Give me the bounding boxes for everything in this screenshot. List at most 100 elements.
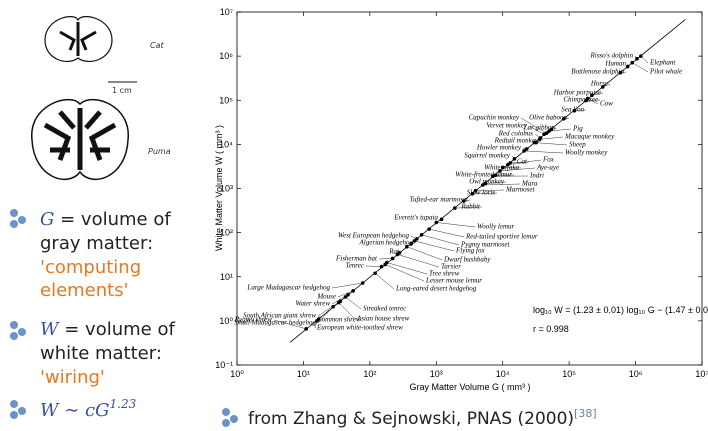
- point: [361, 281, 365, 285]
- annotation: r = 0.998: [533, 324, 569, 334]
- leader-line: [407, 247, 442, 260]
- x-tick-label: 10³: [430, 369, 443, 379]
- x-tick-label: 10²: [363, 369, 376, 379]
- point: [351, 289, 355, 293]
- y-tick-label: 10¹: [220, 272, 233, 282]
- highlight-text: 'computing: [40, 257, 141, 278]
- species-label: Owl monkey: [469, 178, 505, 186]
- formula: W ∼ cG1.23: [40, 397, 137, 421]
- x-tick-label: 10⁷: [695, 369, 708, 379]
- point: [331, 305, 335, 309]
- point: [304, 327, 308, 331]
- leader-line: [415, 241, 454, 251]
- highlight-text: elements': [40, 280, 129, 301]
- point: [542, 132, 546, 136]
- point: [453, 206, 457, 210]
- species-label: Lesser mouse lemur: [425, 277, 482, 285]
- bullet-text: = volume of: [60, 209, 171, 230]
- leader-line: [524, 151, 563, 153]
- point: [344, 295, 348, 299]
- point: [538, 138, 542, 142]
- y-tick-label: 10⁻¹: [215, 360, 233, 370]
- species-label: Long-eared desert hedgehog: [395, 285, 477, 293]
- species-label: Capuchin monkey: [469, 114, 520, 122]
- footer-ref: [38]: [574, 407, 597, 420]
- species-label: Horse: [590, 80, 608, 88]
- formula-exponent: 1.23: [110, 397, 137, 411]
- leader-line: [379, 258, 393, 259]
- species-label: Elephant: [649, 59, 676, 67]
- y-tick-label: 10³: [220, 184, 233, 194]
- bullet-text: = volume of: [64, 319, 175, 340]
- x-tick-label: 10⁰: [230, 369, 244, 379]
- point: [434, 221, 438, 225]
- point: [626, 65, 630, 69]
- leader-line: [375, 273, 394, 289]
- puma-label: Puma: [148, 147, 171, 156]
- species-label: Rabbit: [460, 203, 481, 211]
- point: [630, 61, 634, 65]
- point: [533, 141, 537, 145]
- species-label: Vervet monkey: [486, 122, 528, 130]
- x-axis-label: Gray Matter Volume G ( mm³ ): [409, 382, 530, 392]
- species-label: Olive baboon: [529, 114, 567, 122]
- species-label: Flying fox: [455, 247, 485, 255]
- species-label: Cow: [600, 100, 613, 108]
- point: [639, 54, 643, 58]
- math-symbol: G: [40, 209, 54, 230]
- x-tick-label: 10⁵: [562, 369, 576, 379]
- leader-line: [346, 297, 361, 309]
- formula-base: W ∼ cG: [40, 400, 110, 421]
- point: [380, 265, 384, 269]
- point: [383, 263, 387, 267]
- y-tick-label: 10²: [220, 228, 233, 238]
- bullet-text: white matter:: [40, 343, 162, 364]
- leader-line: [387, 263, 427, 274]
- species-label: Algerian hedgehog: [359, 239, 414, 247]
- y-tick-label: 10⁵: [219, 95, 233, 105]
- species-label: Red-tailed sportive lemur: [465, 233, 538, 241]
- footer-text: from Zhang & Sejnowski, PNAS (2000): [248, 409, 574, 429]
- point: [373, 271, 377, 275]
- y-tick-label: 10⁶: [219, 51, 233, 61]
- species-label: Tenrec: [345, 262, 364, 270]
- annotation: log₁₀ W = (1.23 ± 0.01) log₁₀ G − (1.47 …: [533, 305, 708, 315]
- scale-label: 1 cm: [112, 86, 132, 95]
- bullet-text: gray matter:: [40, 233, 153, 254]
- point: [405, 245, 409, 249]
- point: [522, 149, 526, 153]
- species-label: Water shrew: [295, 300, 330, 308]
- species-label: European white-toothed shrew: [316, 324, 403, 332]
- species-label: Sea lion: [561, 106, 584, 114]
- leader-line: [422, 235, 459, 245]
- y-tick-label: 10⁰: [219, 316, 233, 326]
- y-tick-label: 10⁴: [219, 139, 233, 149]
- species-label: Howler monkey: [476, 144, 522, 152]
- species-label: Pilot whale: [649, 68, 682, 76]
- species-label: Woolly lemur: [477, 223, 515, 231]
- species-label: Fox: [542, 156, 555, 164]
- highlight-text: 'wiring': [40, 367, 105, 388]
- point: [337, 301, 341, 305]
- point: [513, 157, 517, 161]
- footer: from Zhang & Sejnowski, PNAS (2000)[38]: [248, 407, 597, 429]
- slide: Cat 1 cm Puma G = volume of gray matter:…: [0, 0, 708, 431]
- species-label: Indri: [529, 172, 544, 180]
- bullet-line: G = volume of: [40, 209, 171, 230]
- species-label: Common shrew: [317, 316, 361, 324]
- species-label: Chimpanzee: [563, 96, 598, 104]
- leader-line: [540, 137, 563, 139]
- bullet-line: W = volume of: [40, 319, 175, 340]
- point: [635, 57, 639, 61]
- species-label: Everett's tupaia: [393, 214, 438, 222]
- species-label: Bottlenose dolphin: [571, 68, 624, 76]
- point: [391, 257, 395, 261]
- point: [396, 253, 400, 257]
- species-label: Human: [604, 60, 626, 68]
- species-label: Sheep: [569, 141, 586, 149]
- x-tick-label: 10⁶: [629, 369, 643, 379]
- point: [586, 97, 590, 101]
- cat-label: Cat: [150, 41, 164, 50]
- species-label: Tufted-ear marmoset: [409, 196, 469, 204]
- leader-line: [366, 266, 382, 267]
